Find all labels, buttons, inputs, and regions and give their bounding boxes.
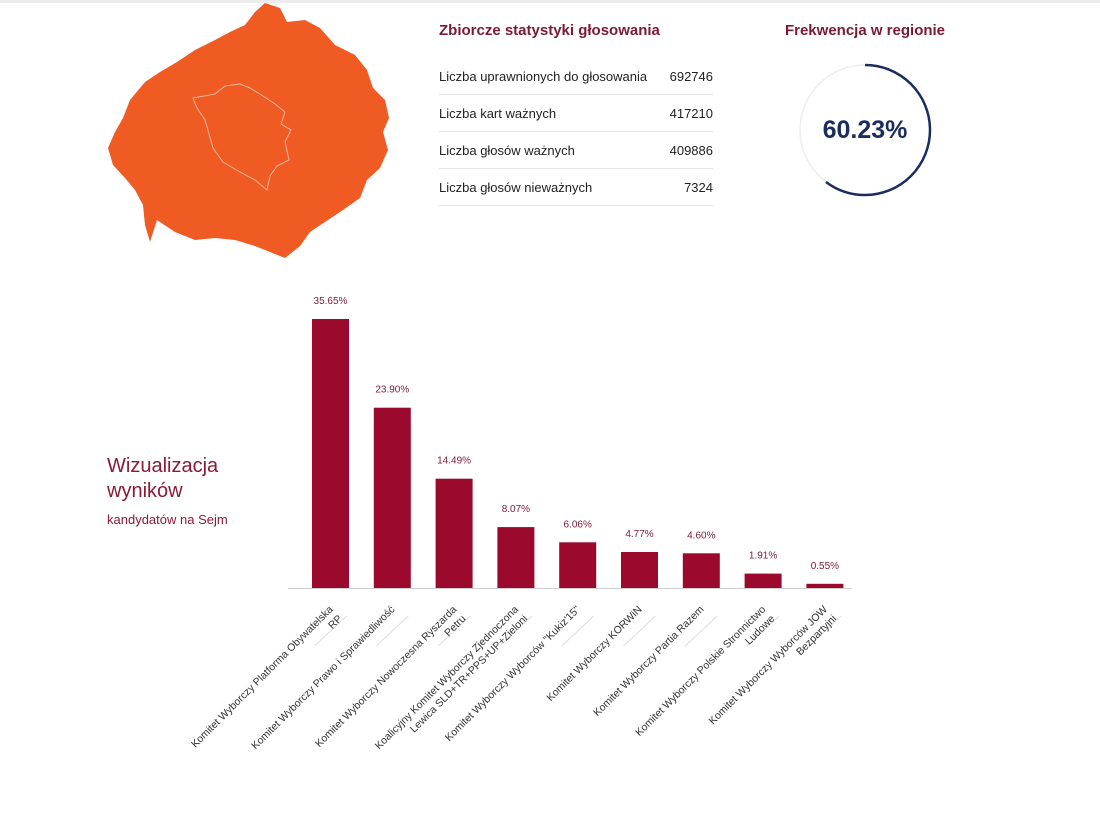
- bar-value-label: 6.06%: [564, 519, 592, 530]
- bar-value-label: 35.65%: [314, 296, 348, 307]
- stats-value: 7324: [684, 179, 713, 195]
- turnout-value: 60.23%: [822, 115, 908, 144]
- stats-value: 409886: [669, 142, 713, 158]
- stats-label: Liczba głosów ważnych: [439, 142, 575, 158]
- region-map: [108, 3, 389, 258]
- category-tick: [499, 615, 533, 647]
- stats-value: 417210: [669, 105, 713, 121]
- bar: [497, 527, 535, 588]
- turnout-title: Frekwencja w regionie: [784, 22, 946, 39]
- turnout-gauge-arc: [798, 63, 932, 197]
- top-divider: [0, 0, 1100, 3]
- category-label-line: Komitet Wyborczy Polskie Stronnictwo: [633, 604, 768, 739]
- bar-value-label: 14.49%: [437, 456, 471, 467]
- visualization-title: Wizualizacja wyników: [107, 454, 218, 504]
- category-label-line: Komitet Wyborczy Partia Razem: [591, 603, 706, 718]
- stats-label: Liczba kart ważnych: [439, 105, 557, 121]
- bar: [744, 573, 782, 588]
- bar-value-label: 0.55%: [811, 561, 839, 572]
- bar: [559, 542, 597, 588]
- stats-row-valid-votes: Liczba głosów ważnych 409886: [439, 132, 713, 169]
- stats-label: Liczba uprawnionych do głosowania: [439, 68, 648, 84]
- region-map-shape: [108, 3, 389, 258]
- category-tick: [375, 615, 409, 647]
- category-tick: [561, 615, 595, 647]
- visualization-title-line: wyników: [107, 480, 183, 502]
- category-tick: [623, 615, 656, 647]
- category-tick: [746, 615, 780, 647]
- visualization-subtitle: kandydatów na Sejm: [107, 512, 228, 527]
- bar: [435, 478, 473, 588]
- turnout-gauge: [798, 63, 932, 197]
- bar-value-label: 4.60%: [687, 530, 715, 541]
- category-label-line: Komitet Wyborczy Platforma Obywatelska: [189, 604, 336, 751]
- stats-value: 692746: [669, 68, 713, 84]
- bar: [621, 552, 658, 588]
- category-tick: [314, 615, 347, 647]
- bar-value-label: 4.77%: [625, 529, 653, 540]
- category-label: Komitet Wyborczy Prawo i Sprawiedliwość: [249, 604, 397, 752]
- category-label-line: Komitet Wyborczy Prawo i Sprawiedliwość: [249, 604, 397, 752]
- stats-row-valid-cards: Liczba kart ważnych 417210: [439, 95, 713, 132]
- bar: [373, 407, 411, 588]
- bar: [682, 553, 720, 588]
- bar-value-label: 8.07%: [502, 504, 530, 515]
- stats-title: Zbiorcze statystyki głosowania: [439, 22, 660, 39]
- stats-row-eligible: Liczba uprawnionych do głosowania 692746: [439, 58, 713, 95]
- category-label: Komitet Wyborczy Partia Razem: [591, 603, 706, 718]
- visualization-title-line: Wizualizacja: [107, 455, 219, 477]
- category-tick: [684, 615, 718, 647]
- bar-value-label: 1.91%: [749, 551, 777, 562]
- category-tick: [437, 615, 471, 647]
- stats-label: Liczba głosów nieważnych: [439, 179, 593, 195]
- city-boundary: [192, 83, 292, 191]
- category-tick: [808, 615, 842, 647]
- stats-row-invalid-votes: Liczba głosów nieważnych 7324: [439, 169, 713, 206]
- stats-table: Liczba uprawnionych do głosowania 692746…: [439, 58, 713, 206]
- bar: [806, 583, 844, 588]
- bar-value-label: 23.90%: [375, 385, 409, 396]
- bar: [312, 319, 349, 588]
